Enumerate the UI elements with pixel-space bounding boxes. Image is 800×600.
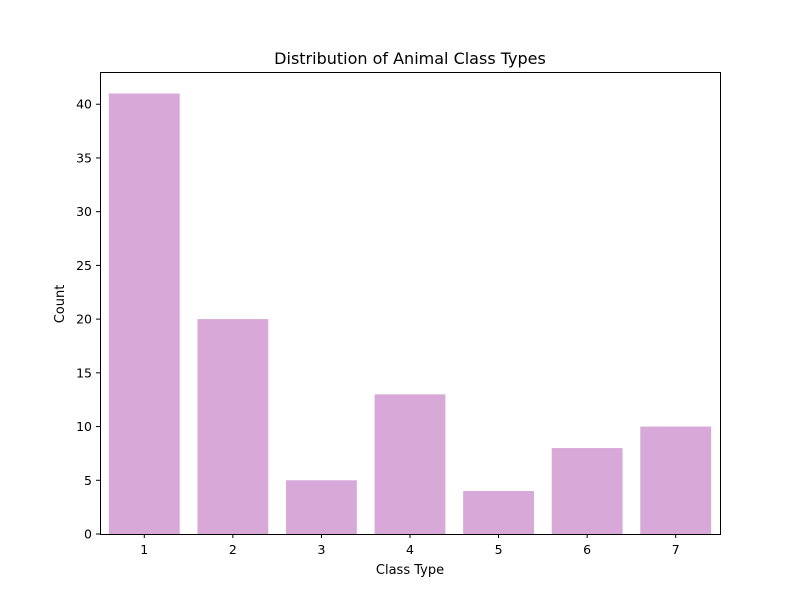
bar-class-4 bbox=[374, 394, 446, 534]
x-tick-label: 4 bbox=[406, 542, 414, 557]
bar-class-2 bbox=[197, 319, 269, 534]
y-tick-label: 40 bbox=[76, 97, 92, 112]
x-tick-label: 5 bbox=[495, 542, 503, 557]
y-tick-label: 35 bbox=[76, 150, 92, 165]
bar-class-7 bbox=[640, 426, 712, 534]
bar-class-3 bbox=[286, 480, 357, 534]
y-axis-label: Count bbox=[53, 285, 68, 324]
bar-class-5 bbox=[463, 491, 534, 534]
bar-class-6 bbox=[551, 448, 623, 534]
y-tick-label: 0 bbox=[84, 527, 92, 542]
x-tick-label: 2 bbox=[229, 542, 237, 557]
x-axis-label: Class Type bbox=[376, 563, 444, 578]
y-tick-label: 10 bbox=[76, 419, 92, 434]
chart-title: Distribution of Animal Class Types bbox=[274, 49, 546, 68]
y-tick-label: 30 bbox=[76, 204, 92, 219]
x-tick-label: 7 bbox=[672, 542, 680, 557]
x-axis: 1 2 3 4 5 6 7 bbox=[140, 534, 680, 557]
bar-class-1 bbox=[108, 93, 180, 535]
bars-group bbox=[108, 93, 712, 535]
x-tick-label: 6 bbox=[583, 542, 591, 557]
y-tick-label: 20 bbox=[76, 312, 92, 327]
y-axis: 0 5 10 15 20 25 30 35 40 bbox=[76, 97, 100, 542]
y-tick-label: 15 bbox=[76, 365, 92, 380]
y-tick-label: 5 bbox=[84, 473, 92, 488]
y-tick-label: 25 bbox=[76, 258, 92, 273]
x-tick-label: 3 bbox=[317, 542, 325, 557]
x-tick-label: 1 bbox=[140, 542, 148, 557]
